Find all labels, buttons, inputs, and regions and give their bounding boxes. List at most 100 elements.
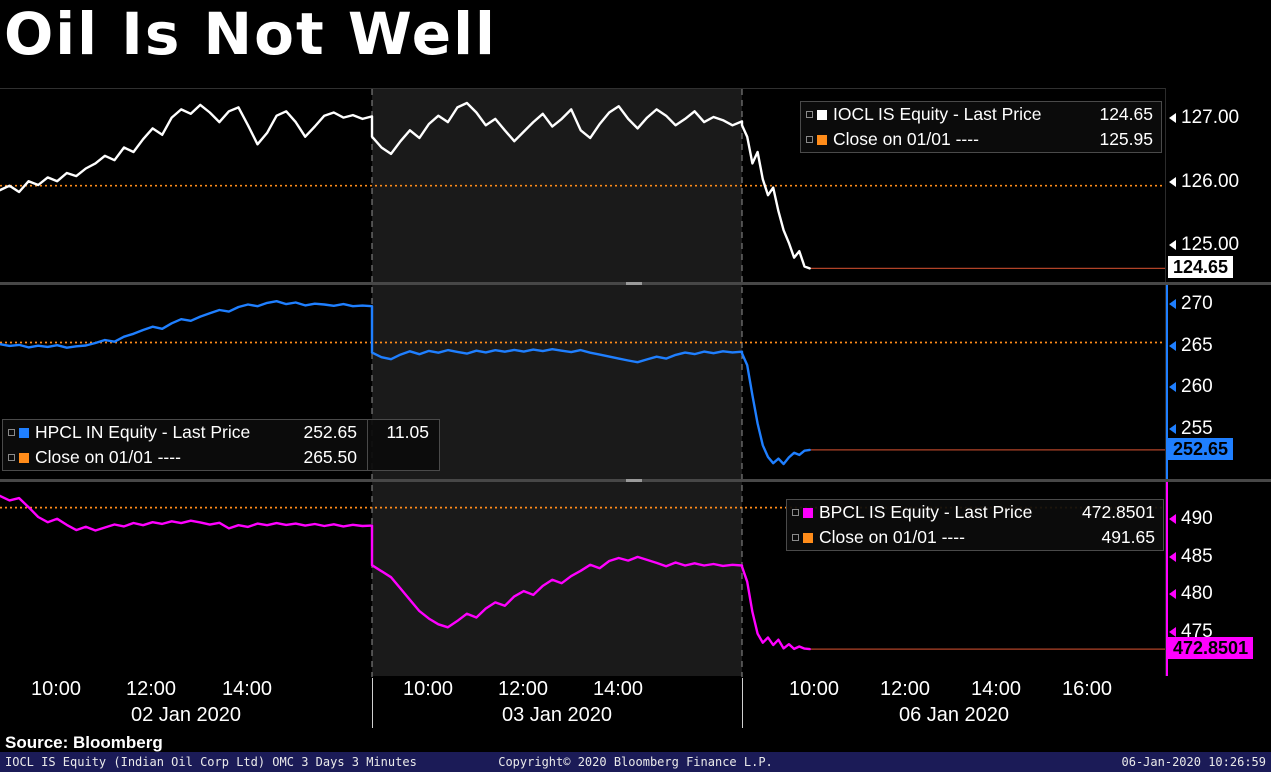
legend-bpcl[interactable]: BPCL IS Equity - Last Price 472.8501 Close…	[786, 499, 1164, 551]
legend-row[interactable]: Close on 01/01 ---- 125.95	[801, 127, 1161, 152]
price-series-bpcl	[0, 494, 811, 651]
series-swatch-icon	[803, 507, 813, 518]
legend-value: 491.65	[1101, 527, 1155, 547]
last-price-badge-hpcl: 252.65	[1168, 438, 1234, 460]
y-tick-text: 490	[1181, 508, 1213, 529]
chart-title: Oil Is Not Well	[4, 0, 497, 68]
legend-expand-icon	[8, 454, 15, 461]
x-date-label: 06 Jan 2020	[898, 704, 1010, 726]
legend-aux-value: 11.05	[367, 420, 431, 445]
x-date-label: 03 Jan 2020	[501, 704, 613, 726]
legend-value: 472.8501	[1082, 502, 1155, 522]
legend-value: 125.95	[1099, 129, 1153, 149]
legend-expand-icon	[792, 534, 799, 541]
price-series-iocl	[0, 101, 811, 270]
legend-row[interactable]: IOCL IS Equity - Last Price 124.65	[801, 102, 1161, 127]
y-tick-text: 255	[1181, 418, 1213, 439]
x-axis-day-separator	[372, 678, 373, 728]
legend-expand-icon	[8, 429, 15, 436]
footer-security-info: IOCL IS Equity (Indian Oil Corp Ltd) OMC…	[5, 755, 417, 769]
y-tick-label: 127.00	[1169, 107, 1240, 128]
x-axis-day-separator	[742, 678, 743, 728]
series-swatch-icon	[19, 452, 29, 463]
y-tick-text: 475	[1181, 621, 1213, 642]
x-time-label: 16:00	[1061, 678, 1113, 700]
alternate-day-shading	[372, 89, 742, 677]
x-time-label: 12:00	[879, 678, 931, 700]
legend-label: BPCL IS Equity - Last Price	[819, 502, 1033, 522]
y-tick-label: 255	[1169, 418, 1213, 439]
y-tick-text: 125.00	[1181, 234, 1240, 255]
y-tick-text: 265	[1181, 335, 1213, 356]
legend-row[interactable]: Close on 01/01 ---- 265.50	[3, 445, 439, 470]
x-time-label: 10:00	[788, 678, 840, 700]
tick-arrow-icon	[1169, 552, 1176, 562]
series-swatch-icon	[19, 427, 29, 438]
tick-arrow-icon	[1169, 177, 1176, 187]
last-price-badge-bpcl: 472.8501	[1168, 637, 1254, 659]
legend-hpcl[interactable]: HPCL IN Equity - Last Price 252.65 11.05 Cl…	[2, 419, 440, 471]
y-tick-text: 127.00	[1181, 107, 1240, 128]
tick-arrow-icon	[1169, 424, 1176, 434]
y-tick-label: 480	[1169, 583, 1213, 604]
tick-arrow-icon	[1169, 627, 1176, 637]
x-time-label: 12:00	[125, 678, 177, 700]
y-tick-label: 260	[1169, 376, 1213, 397]
x-time-label: 10:00	[402, 678, 454, 700]
footer-timestamp: 06-Jan-2020 10:26:59	[1121, 755, 1267, 769]
tick-arrow-icon	[1169, 514, 1176, 524]
chart-area[interactable]: IOCL IS Equity - Last Price 124.65 Close o…	[0, 88, 1165, 677]
y-tick-text: 480	[1181, 583, 1213, 604]
legend-label: HPCL IN Equity - Last Price	[35, 422, 251, 442]
y-tick-label: 126.00	[1169, 171, 1240, 192]
tick-arrow-icon	[1169, 113, 1176, 123]
x-time-label: 12:00	[497, 678, 549, 700]
legend-aux-value	[367, 445, 431, 470]
separator-drag-handle-icon[interactable]	[626, 479, 642, 482]
x-time-label: 14:00	[221, 678, 273, 700]
y-tick-label: 490	[1169, 508, 1213, 529]
tick-arrow-icon	[1169, 589, 1176, 599]
tick-arrow-icon	[1169, 240, 1176, 250]
panel-resize-separator[interactable]	[0, 479, 1271, 482]
legend-expand-icon	[806, 136, 813, 143]
legend-value: 265.50	[303, 447, 357, 467]
legend-label: Close on 01/01 ----	[35, 447, 181, 467]
legend-expand-icon	[792, 509, 799, 516]
tick-arrow-icon	[1169, 382, 1176, 392]
series-swatch-icon	[817, 109, 827, 120]
legend-label: Close on 01/01 ----	[833, 129, 979, 149]
legend-label: IOCL IS Equity - Last Price	[833, 104, 1042, 124]
separator-drag-handle-icon[interactable]	[626, 282, 642, 285]
y-tick-label: 265	[1169, 335, 1213, 356]
legend-row[interactable]: BPCL IS Equity - Last Price 472.8501	[787, 500, 1163, 525]
legend-row[interactable]: HPCL IN Equity - Last Price 252.65 11.05	[3, 420, 439, 445]
price-series-plot[interactable]	[0, 89, 1165, 677]
y-tick-label: 475	[1169, 621, 1213, 642]
tick-arrow-icon	[1169, 299, 1176, 309]
series-swatch-icon	[817, 134, 827, 145]
source-label: Source: Bloomberg	[5, 733, 163, 752]
y-axis-accent-line	[1166, 482, 1168, 676]
x-date-label: 02 Jan 2020	[130, 704, 242, 726]
x-time-label: 10:00	[30, 678, 82, 700]
y-tick-text: 485	[1181, 546, 1213, 567]
last-price-badge-iocl: 124.65	[1168, 256, 1234, 278]
legend-iocl[interactable]: IOCL IS Equity - Last Price 124.65 Close o…	[800, 101, 1162, 153]
footer-bar: IOCL IS Equity (Indian Oil Corp Ltd) OMC…	[0, 752, 1271, 772]
y-tick-text: 126.00	[1181, 171, 1240, 192]
y-tick-label: 485	[1169, 546, 1213, 567]
panel-resize-separator[interactable]	[0, 282, 1271, 285]
price-series-hpcl	[0, 299, 811, 466]
legend-value: 124.65	[1099, 104, 1153, 124]
legend-label: Close on 01/01 ----	[819, 527, 965, 547]
y-tick-text: 270	[1181, 293, 1213, 314]
y-tick-label: 125.00	[1169, 234, 1240, 255]
y-axis-accent-line	[1166, 285, 1168, 479]
x-axis: 10:00 12:00 14:00 02 Jan 2020 10:00 12:00 14:0…	[0, 676, 1165, 732]
legend-row[interactable]: Close on 01/01 ---- 491.65	[787, 525, 1163, 550]
y-tick-label: 270	[1169, 293, 1213, 314]
y-axis-column: 127.00 126.00 125.00 124.65 270 265 260 255 252.…	[1165, 88, 1271, 676]
y-tick-text: 260	[1181, 376, 1213, 397]
